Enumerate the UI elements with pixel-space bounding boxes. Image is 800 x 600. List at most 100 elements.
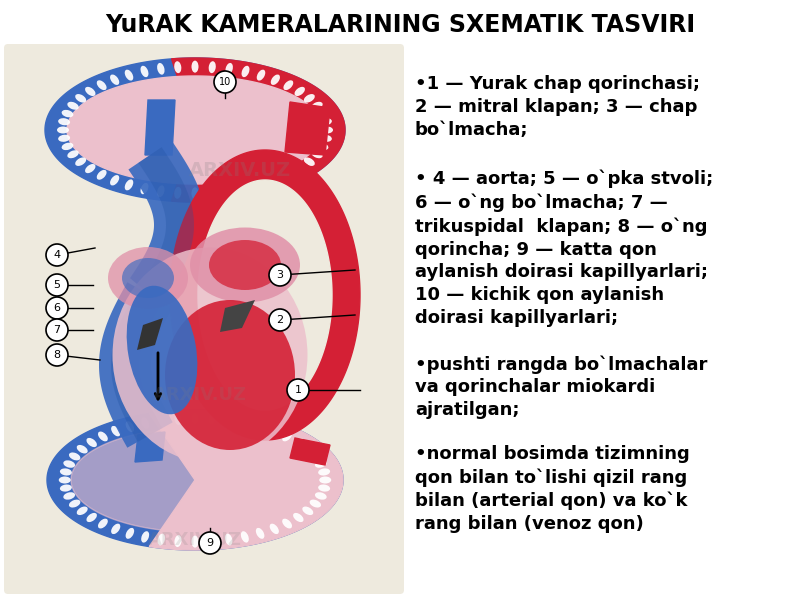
Text: 2: 2 <box>277 315 283 325</box>
Ellipse shape <box>58 135 70 142</box>
Ellipse shape <box>158 415 165 427</box>
Text: 7: 7 <box>54 325 61 335</box>
Ellipse shape <box>302 506 314 515</box>
Ellipse shape <box>85 164 95 173</box>
Ellipse shape <box>225 533 233 545</box>
Ellipse shape <box>62 110 74 118</box>
Ellipse shape <box>310 500 321 508</box>
Ellipse shape <box>174 413 182 425</box>
Polygon shape <box>45 58 345 202</box>
Ellipse shape <box>226 185 233 197</box>
Ellipse shape <box>141 183 149 194</box>
Ellipse shape <box>60 484 72 491</box>
Ellipse shape <box>57 127 69 133</box>
Ellipse shape <box>209 240 281 290</box>
Ellipse shape <box>283 80 294 90</box>
Text: 8: 8 <box>54 350 61 360</box>
Polygon shape <box>220 300 255 332</box>
Ellipse shape <box>242 183 250 194</box>
Ellipse shape <box>257 70 266 80</box>
Polygon shape <box>99 140 206 448</box>
Text: 4: 4 <box>54 250 61 260</box>
Text: 6: 6 <box>54 303 61 313</box>
Ellipse shape <box>67 150 78 158</box>
Ellipse shape <box>111 524 120 534</box>
Ellipse shape <box>126 286 198 414</box>
Ellipse shape <box>315 460 326 468</box>
Polygon shape <box>47 410 343 550</box>
Ellipse shape <box>165 300 295 450</box>
Ellipse shape <box>209 187 216 199</box>
Text: 9: 9 <box>206 538 214 548</box>
Polygon shape <box>137 318 163 350</box>
Ellipse shape <box>58 118 70 125</box>
Ellipse shape <box>191 61 198 73</box>
Ellipse shape <box>174 187 182 199</box>
Ellipse shape <box>318 469 330 476</box>
Ellipse shape <box>315 492 326 500</box>
Ellipse shape <box>108 247 188 309</box>
FancyBboxPatch shape <box>4 44 404 594</box>
Text: ARXIV.UZ: ARXIV.UZ <box>153 386 247 404</box>
Text: YuRAK KAMERALARINING SXEMATIK TASVIRI: YuRAK KAMERALARINING SXEMATIK TASVIRI <box>105 13 695 37</box>
Ellipse shape <box>282 518 292 529</box>
Ellipse shape <box>294 164 305 173</box>
Ellipse shape <box>110 175 119 185</box>
Polygon shape <box>135 432 165 462</box>
Ellipse shape <box>241 418 249 429</box>
Ellipse shape <box>317 110 328 118</box>
Ellipse shape <box>69 500 80 508</box>
Ellipse shape <box>98 431 108 442</box>
Ellipse shape <box>63 492 75 500</box>
Ellipse shape <box>58 476 70 484</box>
Polygon shape <box>111 147 194 442</box>
Polygon shape <box>67 76 323 184</box>
Text: • 4 — aorta; 5 — o`pka stvoli;
6 — o`ng bo`lmacha; 7 —
trikuspidal  klapan; 8 — : • 4 — aorta; 5 — o`pka stvoli; 6 — o`ng … <box>415 170 714 327</box>
Ellipse shape <box>158 533 165 545</box>
Text: ARXIV.UZ: ARXIV.UZ <box>148 531 242 549</box>
Polygon shape <box>71 428 319 532</box>
Ellipse shape <box>60 469 72 476</box>
Circle shape <box>269 264 291 286</box>
Ellipse shape <box>75 94 86 103</box>
Polygon shape <box>171 58 345 202</box>
Text: ARXIV.UZ: ARXIV.UZ <box>189 160 291 179</box>
Ellipse shape <box>311 150 322 158</box>
Ellipse shape <box>141 66 149 77</box>
Ellipse shape <box>320 118 332 125</box>
Ellipse shape <box>302 445 314 454</box>
Text: •1 — Yurak chap qorinchasi;
2 — mitral klapan; 3 — chap
bo`lmacha;: •1 — Yurak chap qorinchasi; 2 — mitral k… <box>415 75 700 139</box>
Ellipse shape <box>98 518 108 529</box>
Ellipse shape <box>110 74 119 85</box>
Circle shape <box>46 344 68 366</box>
Text: 10: 10 <box>219 77 231 87</box>
Circle shape <box>269 309 291 331</box>
Ellipse shape <box>85 87 95 96</box>
Ellipse shape <box>97 80 106 90</box>
Ellipse shape <box>191 187 198 199</box>
Ellipse shape <box>86 513 97 522</box>
Polygon shape <box>150 410 343 550</box>
Ellipse shape <box>157 63 165 74</box>
Ellipse shape <box>293 438 303 447</box>
Circle shape <box>199 532 221 554</box>
Ellipse shape <box>270 524 279 534</box>
Ellipse shape <box>75 157 86 166</box>
Ellipse shape <box>190 227 300 302</box>
Ellipse shape <box>270 426 279 436</box>
Ellipse shape <box>62 143 74 150</box>
Ellipse shape <box>77 506 88 515</box>
Ellipse shape <box>294 87 305 96</box>
Polygon shape <box>198 180 332 410</box>
Ellipse shape <box>111 426 120 436</box>
Ellipse shape <box>257 179 266 190</box>
Ellipse shape <box>141 418 149 429</box>
Polygon shape <box>145 100 175 155</box>
Ellipse shape <box>209 535 215 547</box>
Ellipse shape <box>256 528 264 539</box>
Ellipse shape <box>191 536 198 548</box>
Ellipse shape <box>63 460 75 468</box>
Circle shape <box>46 244 68 266</box>
Circle shape <box>46 319 68 341</box>
Ellipse shape <box>69 452 80 460</box>
